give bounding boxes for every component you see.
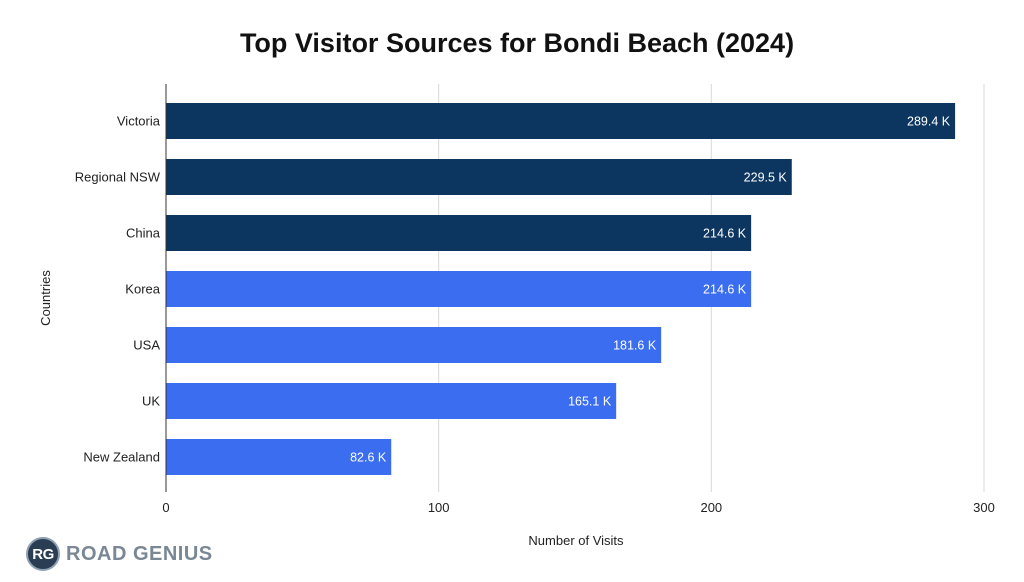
bar-value-label: 229.5 K (744, 171, 788, 185)
x-tick-label: 200 (700, 500, 722, 515)
category-label: Regional NSW (75, 170, 161, 185)
road-genius-logo: RG ROAD GENIUS (26, 536, 213, 572)
bars: 289.4 K 229.5 K 214.6 K 214.6 K 181.6 K 165.1… (166, 103, 956, 475)
category-label: USA (133, 338, 160, 353)
bar (166, 327, 662, 363)
category-label: Victoria (117, 114, 161, 129)
category-label: UK (142, 394, 160, 409)
bar (166, 383, 617, 419)
bar-value-label: 289.4 K (907, 115, 951, 129)
logo-badge: RG (26, 537, 60, 571)
bar-value-label: 181.6 K (613, 339, 657, 353)
bar-value-label: 82.6 K (350, 451, 387, 465)
x-tick-label: 0 (162, 500, 169, 515)
axes: 0 100 200 300 Victoria Regional NSW China Korea… (75, 84, 995, 515)
category-label: China (126, 226, 161, 241)
bar (166, 271, 752, 307)
logo-text: ROAD GENIUS (66, 542, 213, 565)
bar (166, 159, 792, 195)
chart-title: Top Visitor Sources for Bondi Beach (202… (239, 28, 795, 58)
category-label: Korea (125, 282, 160, 297)
bar (166, 215, 752, 251)
x-tick-label: 300 (973, 500, 995, 515)
bar-value-label: 165.1 K (568, 395, 612, 409)
bar (166, 103, 956, 139)
bar (166, 439, 392, 475)
bar-value-label: 214.6 K (703, 227, 747, 241)
category-label: New Zealand (83, 450, 160, 465)
x-axis-label: Number of Visits (528, 533, 624, 548)
y-axis-label: Countries (38, 270, 53, 326)
x-tick-label: 100 (428, 500, 450, 515)
bar-value-label: 214.6 K (703, 283, 747, 297)
